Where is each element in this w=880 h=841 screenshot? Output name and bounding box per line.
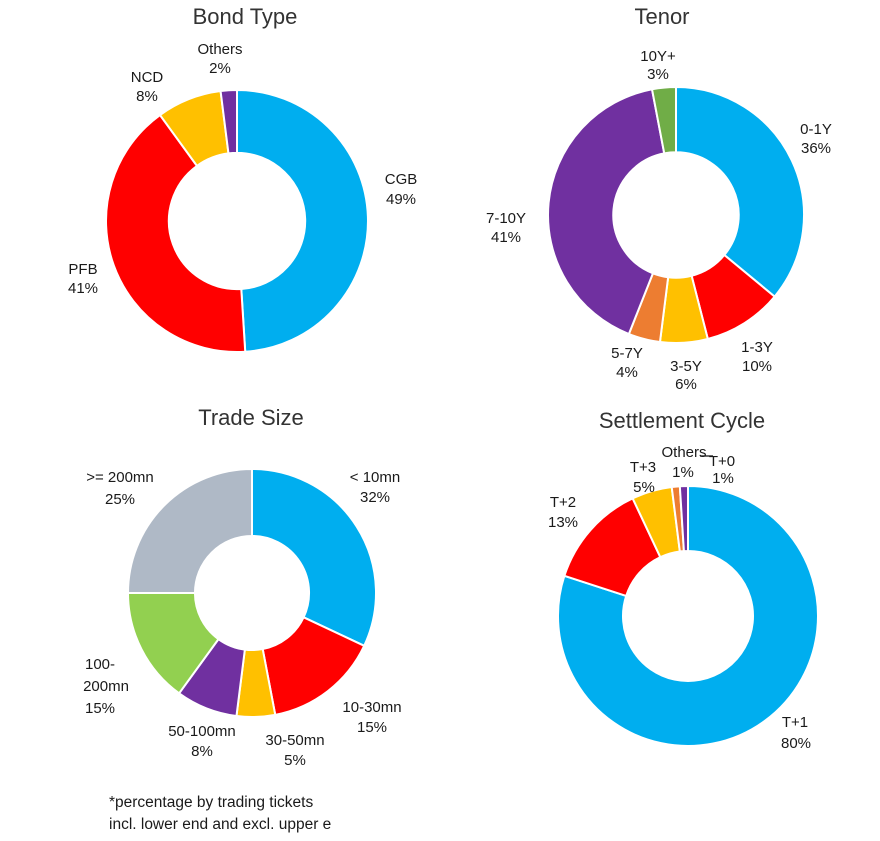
chart-settlement-cycle: Settlement Cycle T+1 80% T+2 13% T+3 5% Others 1… [548, 408, 819, 752]
footnote: *percentage by trading tickets incl. low… [109, 792, 331, 836]
slice-label-200mn-line-1: 25% [105, 491, 135, 508]
slice-label-100-200mn-line-2: 15% [85, 700, 115, 717]
chart-title-settlement-cycle: Settlement Cycle [599, 408, 765, 433]
slice-label-cgb-line-1: 49% [386, 191, 416, 208]
slice-10mn [251, 468, 377, 647]
slice-label-10-30mn-line-1: 15% [357, 719, 387, 736]
slice-label-1-3y-line-1: 10% [742, 358, 772, 375]
slice-label-pfb-line-1: 41% [68, 280, 98, 297]
slice-label-0-1y-line-0: 0-1Y [800, 121, 832, 138]
slice-others [219, 88, 238, 155]
slice-label-10-30mn-line-0: 10-30mn [342, 699, 401, 716]
slice-pfb [105, 114, 247, 353]
slice-label-t-2-line-1: 13% [548, 514, 578, 531]
chart-title-tenor: Tenor [634, 4, 689, 29]
slice-label-7-10y-line-0: 7-10Y [486, 210, 526, 227]
slice-label-10y-line-1: 3% [647, 66, 669, 83]
slice-label-50-100mn-line-0: 50-100mn [168, 723, 236, 740]
slice-label-100-200mn-line-0: 100- [85, 656, 115, 673]
slice-label-30-50mn-line-0: 30-50mn [265, 732, 324, 749]
slice-label-100-200mn-line-1: 200mn [83, 678, 129, 695]
slice-t-0 [678, 485, 689, 553]
slice-label-ncd-line-0: NCD [131, 69, 164, 86]
slice-label-others-line-1: 1% [672, 464, 694, 481]
chart-title-bond-type: Bond Type [193, 4, 298, 29]
slice-label-5-7y-line-0: 5-7Y [611, 345, 643, 362]
slice-label-0-1y-line-1: 36% [801, 140, 831, 157]
slice-label-t-1-line-1: 80% [781, 735, 811, 752]
slice-10y [651, 86, 677, 155]
slice-label-10mn-line-1: 32% [360, 489, 390, 506]
slice-t-1 [557, 485, 819, 747]
slice-label-t-2-line-0: T+2 [550, 494, 576, 511]
slice-label-t-0-line-0: T+0 [709, 453, 735, 470]
slice-label-t-3-line-0: T+3 [630, 459, 656, 476]
slice-label-200mn-line-0: >= 200mn [86, 469, 154, 486]
slice-0-1y [675, 86, 805, 298]
slice-label-t-0-line-1: 1% [712, 470, 734, 487]
slice-label-3-5y-line-0: 3-5Y [670, 358, 702, 375]
slice-cgb [236, 89, 369, 353]
slice-label-t-1-line-0: T+1 [782, 714, 808, 731]
slice-label-t-3-line-1: 5% [633, 479, 655, 496]
slice-label-pfb-line-0: PFB [68, 261, 97, 278]
slice-7-10y [547, 88, 666, 336]
chart-tenor: Tenor 0-1Y 36% 1-3Y 10% 3-5Y6% 5-7Y 4% 7-10Y 41% 1… [486, 4, 832, 393]
slice-label-others-line-0: Others [661, 444, 706, 461]
slice-label-ncd-line-1: 8% [136, 88, 158, 105]
chart-title-trade-size: Trade Size [198, 405, 304, 430]
slice-label-others-line-1: 2% [209, 60, 231, 77]
slice-label-1-3y-line-0: 1-3Y [741, 339, 773, 356]
slice-label-30-50mn-line-1: 5% [284, 752, 306, 769]
slice-label-3-5y-line-1: 6% [675, 376, 697, 393]
slice-label-7-10y-line-1: 41% [491, 229, 521, 246]
slice-200mn [127, 468, 253, 594]
footnote-line-2: incl. lower end and excl. upper e [109, 816, 332, 833]
slice-label-10y-line-0: 10Y+ [640, 48, 676, 65]
slice-label-10mn-line-0: < 10mn [350, 469, 400, 486]
slice-label-5-7y-line-1: 4% [616, 364, 638, 381]
chart-bond-type: Bond Type CGB 49% PFB 41% NCD 8% Others 2% [68, 4, 418, 353]
slice-label-50-100mn-line-1: 8% [191, 743, 213, 760]
footnote-line-1: *percentage by trading tickets [109, 794, 314, 811]
slice-label-cgb-line-0: CGB [385, 171, 418, 188]
slice-label-others-line-0: Others [197, 41, 242, 58]
chart-trade-size: Trade Size < 10mn 32% 10-30mn 15% 30-50mn 5% 50… [83, 405, 402, 769]
